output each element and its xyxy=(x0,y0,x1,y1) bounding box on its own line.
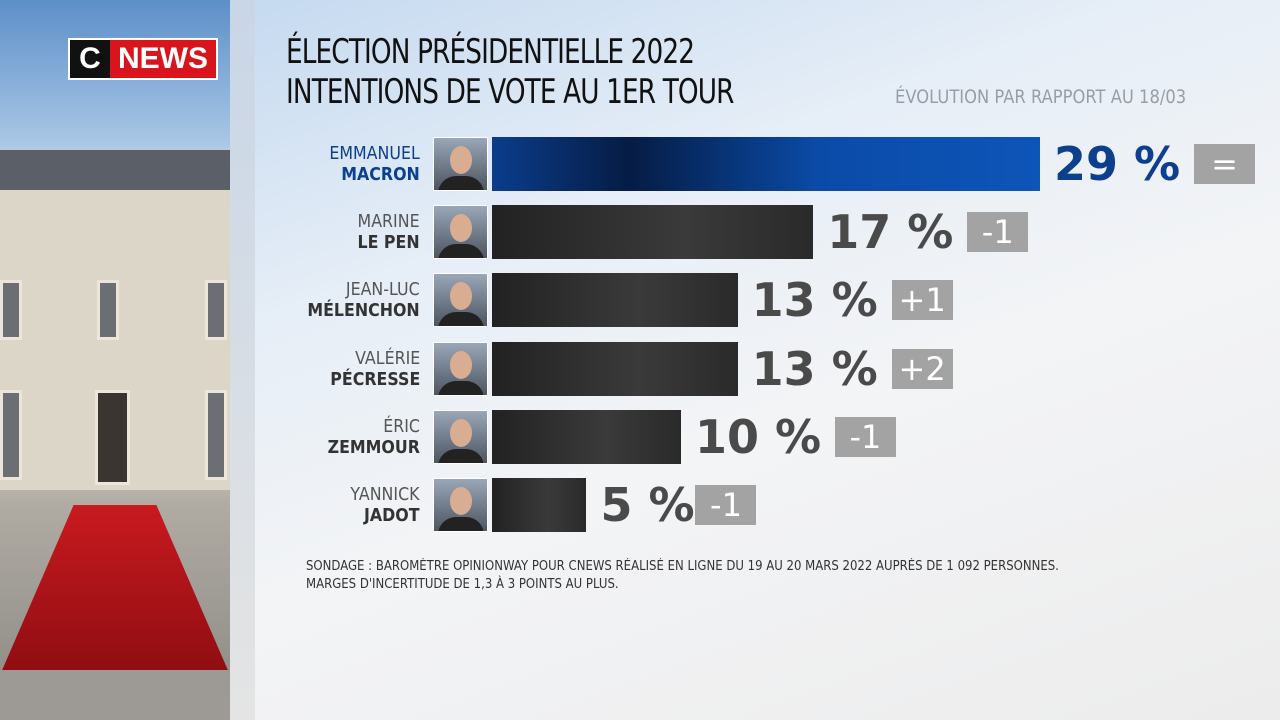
candidate-name: MARINE LE PEN xyxy=(357,211,420,253)
bar-row: EMMANUEL MACRON 29 % = xyxy=(0,137,1280,191)
cnews-logo: C NEWS xyxy=(68,38,218,80)
chart-title-line1: ÉLECTION PRÉSIDENTIELLE 2022 xyxy=(286,32,695,72)
candidate-name: YANNICK JADOT xyxy=(350,484,420,526)
candidate-name: VALÉRIE PÉCRESSE xyxy=(329,348,420,390)
bar-row: ÉRIC ZEMMOUR 10 % -1 xyxy=(0,410,1280,464)
candidate-name: EMMANUEL MACRON xyxy=(329,143,420,185)
value-label: 13 % xyxy=(751,273,878,327)
candidate-portrait xyxy=(433,273,488,327)
candidate-portrait xyxy=(433,478,488,532)
evolution-badge: -1 xyxy=(695,485,757,525)
bar xyxy=(492,478,587,532)
evolution-subtitle: ÉVOLUTION PAR RAPPORT AU 18/03 xyxy=(895,86,1187,108)
bar xyxy=(492,410,681,464)
value-label: 10 % xyxy=(694,410,822,464)
evolution-badge: +2 xyxy=(891,349,953,389)
candidate-name: JEAN-LUC MÉLENCHON xyxy=(307,279,420,321)
value-label: 17 % xyxy=(827,205,954,259)
candidate-portrait xyxy=(433,342,488,396)
candidate-portrait xyxy=(433,137,488,191)
bar-row: YANNICK JADOT 5 % -1 xyxy=(0,478,1280,532)
bar xyxy=(492,342,738,396)
bar-row: JEAN-LUC MÉLENCHON 13 % +1 xyxy=(0,273,1280,327)
bar xyxy=(492,137,1040,191)
chart-title-line2: INTENTIONS DE VOTE AU 1ER TOUR xyxy=(286,72,734,112)
evolution-badge: +1 xyxy=(891,280,953,320)
value-label: 13 % xyxy=(751,342,878,396)
candidate-portrait xyxy=(433,205,488,259)
evolution-badge: -1 xyxy=(834,417,896,457)
bar xyxy=(492,273,738,327)
candidate-portrait xyxy=(433,410,488,464)
poll-source: SONDAGE : BAROMÈTRE OPINIONWAY POUR CNEW… xyxy=(306,559,1059,592)
evolution-badge: = xyxy=(1194,144,1255,184)
value-label: 5 % xyxy=(600,478,695,532)
bar-row: VALÉRIE PÉCRESSE 13 % +2 xyxy=(0,342,1280,396)
candidate-name: ÉRIC ZEMMOUR xyxy=(327,416,420,458)
bar xyxy=(492,205,814,259)
value-label: 29 % xyxy=(1054,137,1181,191)
bar-row: MARINE LE PEN 17 % -1 xyxy=(0,205,1280,259)
elysee-palace-photo xyxy=(0,0,255,720)
evolution-badge: -1 xyxy=(967,212,1029,252)
